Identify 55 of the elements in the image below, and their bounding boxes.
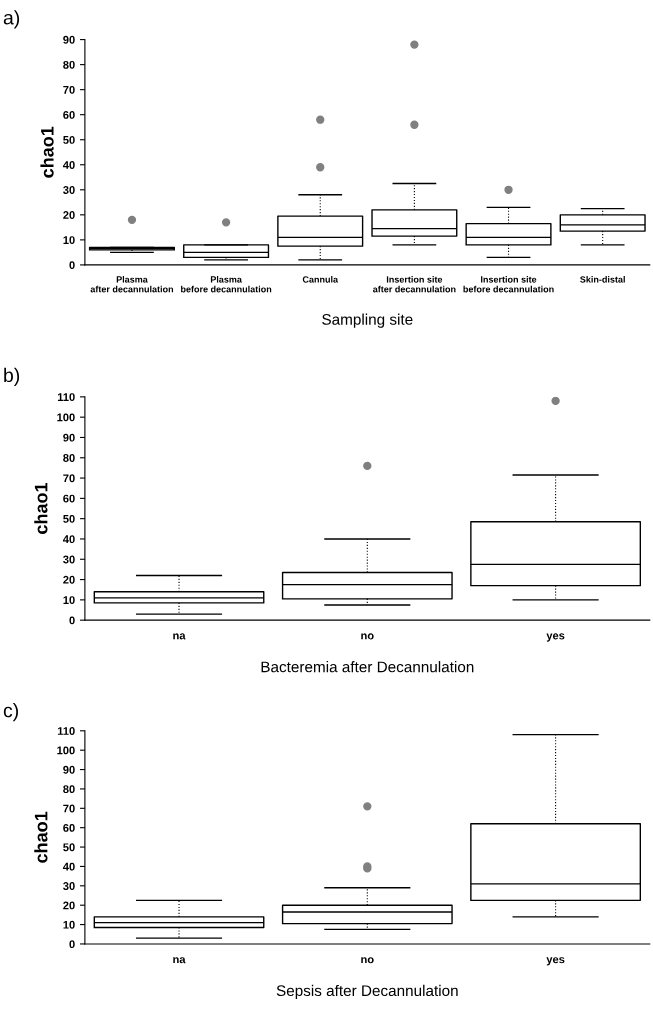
x-tick-label: no xyxy=(361,633,374,640)
y-tick-label: 20 xyxy=(63,901,75,910)
x-tick-label: Plasma before decannulation xyxy=(181,276,272,293)
text: a) xyxy=(3,10,20,29)
x-tick-label: Insertion site before decannulation xyxy=(463,276,554,293)
y-tick-label: 70 xyxy=(63,804,75,813)
y-tick-label: 60 xyxy=(63,494,75,503)
y-tick-label: 80 xyxy=(63,785,75,794)
y-tick-label: 10 xyxy=(63,920,75,929)
y-tick-label: 30 xyxy=(63,555,75,564)
text: c) xyxy=(3,703,18,722)
y-tick-label: 0 xyxy=(69,616,75,625)
y-tick-label: 60 xyxy=(63,823,75,832)
y-tick-label: 40 xyxy=(62,535,75,544)
y-axis-title: chao1 xyxy=(34,811,48,863)
y-tick-label: 90 xyxy=(63,35,75,44)
x-tick-label: Cannula xyxy=(302,276,339,283)
y-tick-label: 20 xyxy=(63,211,75,219)
y-axis-title: chao1 xyxy=(40,126,54,178)
y-tick-label: 110 xyxy=(57,727,75,735)
y-tick-label: 100 xyxy=(57,413,75,422)
y-tick-label: 100 xyxy=(57,746,75,755)
y-axis-title: chao1 xyxy=(34,482,48,534)
x-axis-title: Sampling site xyxy=(322,313,413,328)
y-tick-label: 40 xyxy=(62,862,75,871)
y-tick-label: 40 xyxy=(62,161,75,169)
x-tick-label: na xyxy=(173,633,186,640)
y-tick-label: 0 xyxy=(69,940,75,949)
x-tick-label: yes xyxy=(546,957,565,966)
y-tick-label: 10 xyxy=(63,596,75,604)
y-tick-label: 110 xyxy=(57,393,75,401)
y-tick-label: 60 xyxy=(63,110,75,119)
x-tick-label: Skin-distal xyxy=(580,276,625,283)
text: b) xyxy=(4,367,20,386)
y-tick-label: 90 xyxy=(63,765,75,774)
y-tick-label: 50 xyxy=(63,514,75,523)
y-tick-label: 20 xyxy=(63,575,75,584)
y-tick-label: 70 xyxy=(63,474,75,483)
y-tick-label: 80 xyxy=(63,454,75,462)
y-tick-label: 0 xyxy=(69,261,75,270)
y-tick-label: 90 xyxy=(63,433,75,442)
x-tick-label: no xyxy=(361,957,374,964)
x-tick-label: yes xyxy=(546,633,565,642)
y-tick-label: 10 xyxy=(63,236,75,245)
y-tick-label: 30 xyxy=(63,882,75,890)
x-tick-label: na xyxy=(173,957,186,964)
y-tick-label: 50 xyxy=(63,843,75,852)
y-tick-label: 80 xyxy=(63,60,75,69)
y-tick-label: 70 xyxy=(63,85,75,94)
y-tick-label: 50 xyxy=(63,136,75,144)
x-axis-title: Bacteremia after Decannulation xyxy=(261,661,474,673)
x-tick-label: Insertion site after decannulation xyxy=(373,276,456,293)
y-tick-label: 30 xyxy=(63,186,75,194)
x-axis-title: Sepsis after Decannulation xyxy=(276,984,458,1000)
x-tick-label: Plasma after decannulation xyxy=(90,276,174,293)
